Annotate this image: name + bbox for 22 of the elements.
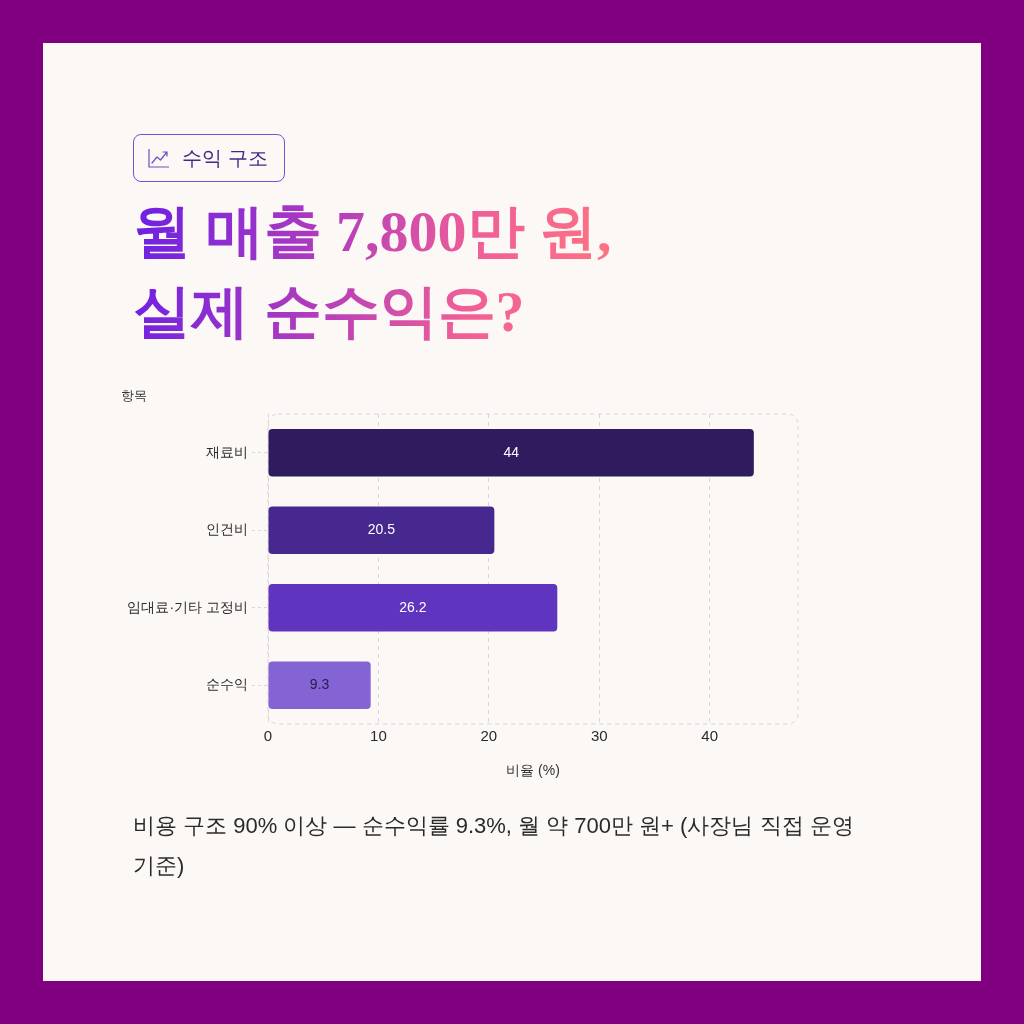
- x-tick-label: 20: [480, 727, 498, 745]
- data-label: 44: [503, 443, 520, 460]
- x-tick-label: 30: [590, 727, 608, 745]
- chart-subtitle: 수익 구조: [182, 145, 268, 171]
- data-label: 26.2: [399, 598, 427, 615]
- data-label: 20.5: [367, 521, 396, 538]
- y-tick-label: 재료비: [206, 443, 248, 460]
- data-label: 9.3: [309, 676, 330, 693]
- x-axis-title: 비율 (%): [506, 762, 560, 779]
- bar: [268, 506, 495, 554]
- y-tick-label: 임대료·기타 고정비: [127, 598, 248, 615]
- x-tick-label: 10: [370, 727, 387, 745]
- x-tick-label: 0: [263, 727, 273, 745]
- bar: [268, 584, 558, 632]
- y-tick-label: 인건비: [206, 521, 248, 538]
- y-tick-label: 순수익: [206, 676, 248, 693]
- chart-title: 월 매출 7,800만 원, 실제 순수익은?: [133, 192, 612, 352]
- bar: [268, 429, 754, 477]
- text: 비용 구조 90% 이상 — 순수익률 9.3%, 월 약 700만 원+ (사장님 직접 운영 기준): [133, 812, 855, 880]
- bar: [268, 661, 371, 709]
- y-axis-title: 항목: [121, 387, 147, 405]
- x-tick-label: 40: [701, 727, 719, 745]
